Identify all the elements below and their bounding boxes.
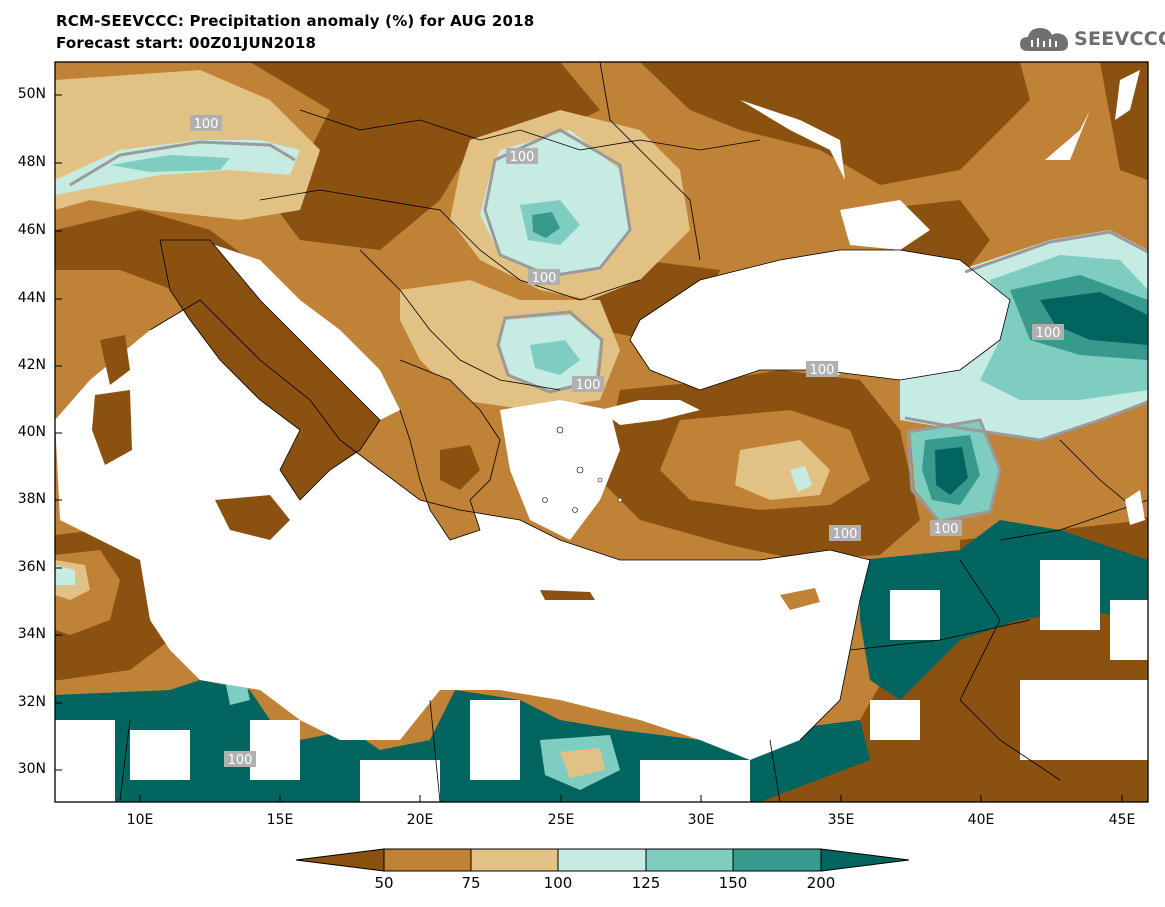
colorbar-segment	[645, 848, 734, 872]
seevccc-logo: SEEVCCC	[1018, 22, 1165, 56]
contour-label: 100	[528, 269, 560, 286]
lon-label: 15E	[266, 812, 294, 828]
colorbar-segment	[470, 848, 559, 872]
sea-of-azov	[840, 200, 930, 250]
contour-label: 100	[930, 520, 962, 537]
cloud-icon	[1020, 28, 1068, 51]
lon-label: 45E	[1108, 812, 1136, 828]
svg-text:100: 100	[934, 522, 959, 537]
axis-ticks	[55, 94, 1123, 802]
colorbar-tick-label: 75	[461, 874, 481, 892]
colorbar-tick-label: 50	[374, 874, 394, 892]
logo-text: SEEVCCC	[1074, 28, 1165, 50]
svg-text:100: 100	[510, 150, 535, 165]
borders	[119, 62, 1148, 802]
contour-label: 100	[190, 115, 222, 132]
lat-label: 42N	[17, 357, 46, 373]
lat-label: 40N	[17, 424, 46, 440]
svg-text:100: 100	[532, 271, 557, 286]
forecast-start-label: Forecast start: 00Z01JUN2018	[56, 34, 317, 52]
svg-text:100: 100	[228, 753, 253, 768]
svg-text:100: 100	[1036, 326, 1061, 341]
contour-label: 100	[806, 361, 838, 378]
lon-label: 10E	[126, 812, 154, 828]
map-field	[55, 62, 1148, 802]
lat-label: 30N	[17, 761, 46, 777]
colorbar-tick-label: 125	[631, 874, 661, 892]
lon-label: 20E	[406, 812, 434, 828]
colorbar-segment	[732, 848, 822, 872]
lat-label: 44N	[17, 290, 46, 306]
lat-label: 36N	[17, 559, 46, 575]
svg-text:100: 100	[194, 117, 219, 132]
contour-label: 100	[572, 376, 604, 393]
contour-label: 100	[224, 751, 256, 768]
lat-label: 38N	[17, 491, 46, 507]
svg-text:100: 100	[810, 363, 835, 378]
aegean-sea	[500, 400, 620, 540]
contour-labels: 100 100 100 100 100 100 100 100 100	[190, 115, 1064, 768]
colorbar-tick-label: 150	[718, 874, 748, 892]
colorbar-segment	[557, 848, 647, 872]
contour-label: 100	[1032, 324, 1064, 341]
colorbar-segment	[295, 848, 385, 872]
lon-label: 30E	[687, 812, 715, 828]
lat-label: 32N	[17, 694, 46, 710]
lon-label: 40E	[967, 812, 995, 828]
lat-label: 34N	[17, 626, 46, 642]
colorbar-tick-label: 100	[543, 874, 573, 892]
colorbar	[295, 848, 910, 872]
svg-text:100: 100	[576, 378, 601, 393]
lon-label: 35E	[827, 812, 855, 828]
map-frame	[54, 61, 1149, 803]
contour-label: 100	[829, 525, 861, 542]
colorbar-segment	[383, 848, 472, 872]
map-title: RCM-SEEVCCC: Precipitation anomaly (%) f…	[56, 12, 535, 30]
colorbar-tick-label: 200	[806, 874, 836, 892]
lat-label: 50N	[17, 86, 46, 102]
lon-label: 25E	[547, 812, 575, 828]
colorbar-segment	[820, 848, 910, 872]
lat-label: 46N	[17, 222, 46, 238]
contour-label: 100	[506, 148, 538, 165]
black-sea	[630, 250, 1010, 390]
svg-text:100: 100	[833, 527, 858, 542]
lat-label: 48N	[17, 154, 46, 170]
